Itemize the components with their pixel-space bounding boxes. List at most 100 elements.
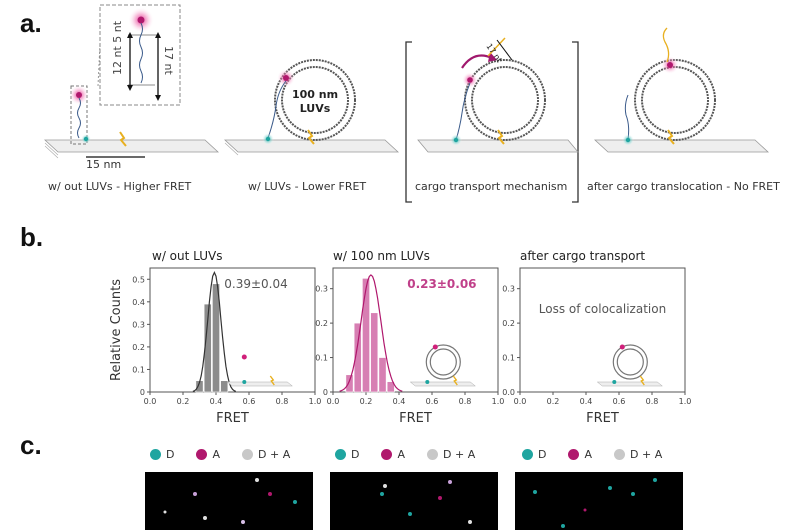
mini-donor xyxy=(612,380,617,384)
transport-arrow xyxy=(461,54,493,69)
x-tick-label: 1.0 xyxy=(492,397,505,406)
x-tick-label: 0.6 xyxy=(426,397,439,406)
legend-item-a: A xyxy=(568,448,592,461)
fret-histograms: Relative Counts 0.0 0.2 0.4 0.6 0.8 1.000.10.… xyxy=(109,267,692,426)
chart2-title: w/ 100 nm LUVs xyxy=(333,249,430,263)
chart-annotation: 0.23±0.06 xyxy=(407,277,476,291)
histogram-bar xyxy=(370,312,379,393)
x-tick-label: 0.4 xyxy=(580,397,593,406)
x-tick-label: 0.8 xyxy=(276,397,289,406)
x-tick-label: 0.6 xyxy=(243,397,256,406)
mini-acceptor xyxy=(619,344,625,350)
bracket-right xyxy=(572,41,579,203)
y-tick-label: 0.0 xyxy=(502,388,515,397)
mini-acceptor xyxy=(241,354,247,360)
panel-a-schematics: 12 nt 5 nt 17 nt 100 nm LUVs 17 nt xyxy=(43,4,770,203)
legend-item-da: D + A xyxy=(427,448,475,461)
x-tick-label: 0.8 xyxy=(646,397,659,406)
x-tick-label: 0.2 xyxy=(360,397,373,406)
x-tick-label: 0.4 xyxy=(393,397,406,406)
luv-vesicle xyxy=(274,59,356,141)
legend-group-1: D A D + A xyxy=(150,448,290,461)
y-tick-label: 0.1 xyxy=(132,365,145,374)
caption-with-luvs: w/ LUVs - Lower FRET xyxy=(248,180,367,193)
x-tick-label: 0.2 xyxy=(177,397,190,406)
legend-item-a: A xyxy=(381,448,405,461)
scene-without-luvs: 12 nt 5 nt 17 nt xyxy=(43,4,220,159)
colocalized-legend-icon xyxy=(614,449,626,460)
histogram-bar xyxy=(353,322,362,393)
acceptor-dot xyxy=(283,75,289,81)
donor-dot xyxy=(83,136,89,142)
x-tick-label: 0.0 xyxy=(144,397,157,406)
cholesterol-anchor xyxy=(119,131,127,147)
colocalized-legend-icon xyxy=(427,449,439,460)
x-tick-label: 0.0 xyxy=(514,397,527,406)
y-tick-label: 0 xyxy=(323,388,328,397)
inset-left-label: 12 nt 5 nt xyxy=(111,20,124,75)
chart-frame xyxy=(149,267,316,393)
histogram-bar xyxy=(386,381,395,393)
legend-group-2: D A D + A xyxy=(335,448,475,461)
y-axis-title: Relative Counts xyxy=(109,279,124,381)
acceptor-legend-icon xyxy=(568,449,580,460)
histogram-bar xyxy=(220,380,229,393)
gaussian-fit-curve xyxy=(339,274,403,392)
legend-item-a: A xyxy=(196,448,220,461)
mini-membrane xyxy=(226,381,294,387)
x-axis-title: FRET xyxy=(399,411,432,426)
mini-anchor xyxy=(639,375,645,386)
y-tick-label: 0.3 xyxy=(315,285,328,294)
y-tick-label: 0.2 xyxy=(315,319,328,328)
y-tick-label: 0.2 xyxy=(132,343,145,352)
y-tick-label: 0.1 xyxy=(315,354,328,363)
panel-label-b: b. xyxy=(20,222,44,252)
chart1-title: w/ out LUVs xyxy=(152,249,223,263)
histogram-bar xyxy=(345,374,354,393)
scene-with-luvs: 100 nm LUVs xyxy=(223,59,400,156)
donor-legend-icon xyxy=(522,449,533,460)
microscopy-image-2 xyxy=(330,472,498,530)
histogram-bar xyxy=(212,283,220,393)
mini-membrane xyxy=(596,381,664,387)
chart-annotation: 0.39±0.04 xyxy=(224,277,288,291)
donor-legend-icon xyxy=(150,449,161,460)
y-tick-label: 0.3 xyxy=(132,320,145,329)
panel-label-c: c. xyxy=(20,430,42,460)
caption-after-translocation: after cargo translocation - No FRET xyxy=(587,180,780,193)
inset-box xyxy=(99,4,181,106)
x-tick-label: 0.6 xyxy=(613,397,626,406)
gaussian-fit-curve xyxy=(192,271,237,392)
mini-anchor xyxy=(269,375,275,386)
legend-item-d: D xyxy=(150,448,174,461)
x-tick-label: 0.0 xyxy=(327,397,340,406)
dna-strand xyxy=(77,97,81,139)
inset-right-label: 17 nt xyxy=(162,46,175,75)
svg-text:LUVs: LUVs xyxy=(300,102,331,115)
y-tick-label: 0.3 xyxy=(502,285,515,294)
microscopy-image-3 xyxy=(515,472,683,530)
chart-frame xyxy=(519,267,686,393)
chart3-title: after cargo transport xyxy=(520,249,646,263)
mini-acceptor xyxy=(432,344,438,350)
luv-label: 100 nm xyxy=(292,88,338,101)
acceptor-legend-icon xyxy=(196,449,208,460)
histogram-bar xyxy=(378,357,387,393)
x-tick-label: 1.0 xyxy=(309,397,322,406)
x-tick-label: 1.0 xyxy=(679,397,692,406)
acceptor-legend-icon xyxy=(381,449,393,460)
mini-vesicle xyxy=(612,344,648,380)
microscopy-image-1 xyxy=(145,472,313,530)
panel-label-a: a. xyxy=(20,8,42,38)
colocalized-legend-icon xyxy=(242,449,254,460)
chart-frame xyxy=(332,267,499,393)
mini-anchor xyxy=(452,375,458,386)
histogram-bar xyxy=(362,278,370,393)
y-tick-label: 0.1 xyxy=(502,354,515,363)
caption-cargo-transport: cargo transport mechanism xyxy=(415,180,568,193)
x-tick-label: 0.2 xyxy=(547,397,560,406)
histogram-bar xyxy=(203,303,212,393)
caption-without-luvs: w/ out LUVs - Higher FRET xyxy=(48,180,192,193)
donor-legend-icon xyxy=(335,449,346,460)
mini-donor xyxy=(425,380,430,384)
